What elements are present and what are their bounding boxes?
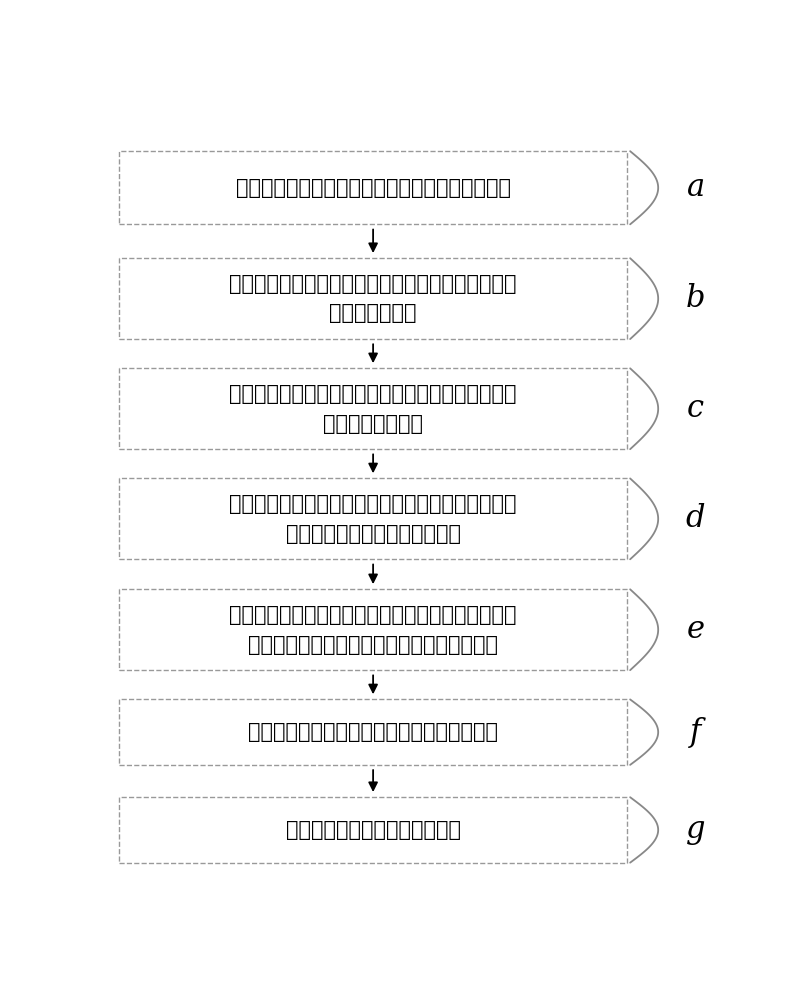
Text: 主站服务器计算各个开关的故障判断值，并判断开关
所在线路是否故障: 主站服务器计算各个开关的故障判断值，并判断开关 所在线路是否故障 xyxy=(229,384,516,434)
Text: 主站服务器计算各个故障区域区的故障鉴别值: 主站服务器计算各个故障区域区的故障鉴别值 xyxy=(248,722,498,742)
Bar xyxy=(119,368,626,449)
Bar xyxy=(119,797,626,863)
Text: 通过故障鉴别值定位短路故障区: 通过故障鉴别值定位短路故障区 xyxy=(285,820,460,840)
Text: d: d xyxy=(685,503,704,534)
Text: e: e xyxy=(686,614,703,645)
Text: b: b xyxy=(685,283,704,314)
Text: f: f xyxy=(689,717,700,748)
Text: 遍历打上故障标志的开关相连的区域，只有故障电流
流入而无故障电流流出的区域定位为故障区域: 遍历打上故障标志的开关相连的区域，只有故障电流 流入而无故障电流流出的区域定位为… xyxy=(229,605,516,655)
Text: 利用故障前开关状态，进行网络拓扑分析，计算出故
障前的网络拓扑结构，划分区域: 利用故障前开关状态，进行网络拓扑分析，计算出故 障前的网络拓扑结构，划分区域 xyxy=(229,494,516,544)
Bar xyxy=(119,151,626,224)
Bar xyxy=(119,258,626,339)
Text: 在需要故障定位的每一条馈线给开关安装配电终端: 在需要故障定位的每一条馈线给开关安装配电终端 xyxy=(235,178,510,198)
Text: a: a xyxy=(686,172,703,203)
Bar xyxy=(119,589,626,670)
Text: 主站服务器接收配电终端实时监测的数据，计算各个
开关的平均电流: 主站服务器接收配电终端实时监测的数据，计算各个 开关的平均电流 xyxy=(229,274,516,323)
Text: c: c xyxy=(686,393,703,424)
Text: g: g xyxy=(685,814,704,845)
Bar xyxy=(119,699,626,765)
Bar xyxy=(119,478,626,559)
